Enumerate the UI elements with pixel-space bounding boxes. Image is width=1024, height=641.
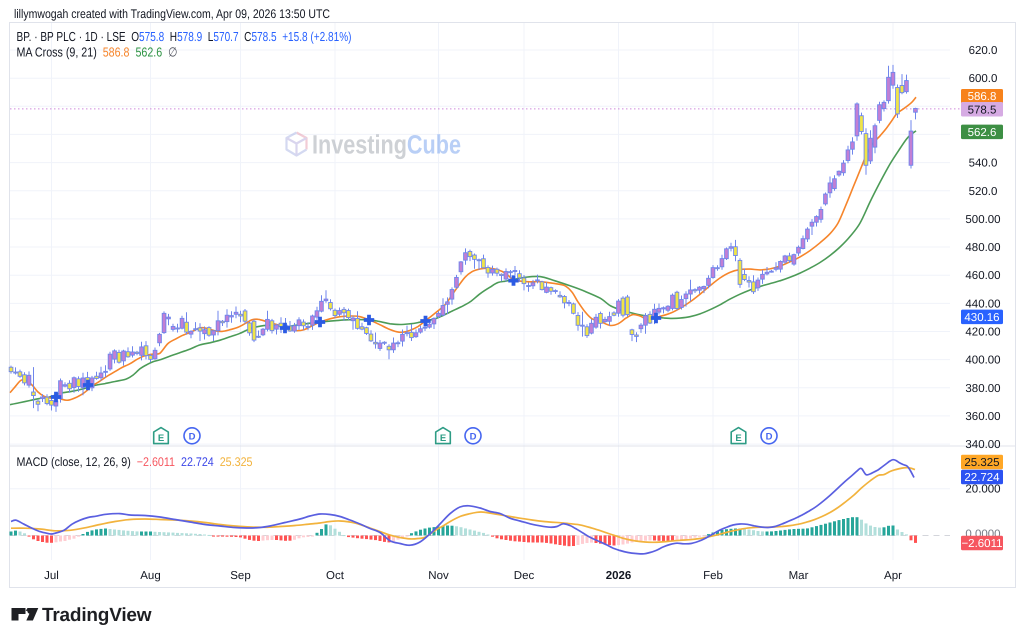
svg-text:InvestingCube: InvestingCube: [312, 130, 461, 160]
svg-text:340.00: 340.00: [965, 439, 1000, 451]
svg-text:586.8: 586.8: [968, 91, 997, 103]
svg-text:430.16: 430.16: [964, 312, 999, 324]
svg-text:520.0: 520.0: [969, 186, 998, 198]
svg-text:D: D: [470, 432, 477, 443]
svg-text:TradingView: TradingView: [42, 605, 152, 626]
svg-text:Oct: Oct: [326, 570, 345, 582]
svg-text:25.325: 25.325: [964, 457, 999, 469]
svg-text:Aug: Aug: [140, 570, 160, 582]
svg-text:BP. · BP PLC · 1D · LSE O575.: BP. · BP PLC · 1D · LSE O575.8 H578.9 L5…: [17, 29, 352, 44]
svg-text:E: E: [735, 433, 741, 444]
svg-text:E: E: [158, 433, 164, 444]
svg-text:500.00: 500.00: [965, 214, 1000, 226]
svg-text:620.0: 620.0: [969, 45, 998, 57]
svg-text:Apr: Apr: [884, 570, 902, 582]
svg-text:Dec: Dec: [514, 570, 535, 582]
svg-text:MA Cross (9, 21) 586.8 562.6: MA Cross (9, 21) 586.8 562.6 ∅: [17, 45, 178, 60]
svg-text:Sep: Sep: [230, 570, 250, 582]
svg-text:578.5: 578.5: [968, 104, 997, 116]
svg-text:D: D: [766, 432, 773, 443]
svg-text:−2.6011: −2.6011: [961, 538, 1002, 550]
svg-text:360.00: 360.00: [965, 411, 1000, 423]
svg-text:540.0: 540.0: [969, 158, 998, 170]
svg-text:600.0: 600.0: [969, 73, 998, 85]
svg-text:400.00: 400.00: [965, 355, 1000, 367]
svg-text:22.724: 22.724: [964, 472, 1000, 484]
svg-text:D: D: [189, 432, 196, 443]
svg-text:440.00: 440.00: [965, 298, 1000, 310]
svg-text:Jul: Jul: [44, 570, 59, 582]
svg-text:480.00: 480.00: [965, 242, 1000, 254]
svg-text:380.00: 380.00: [965, 383, 1000, 395]
svg-text:460.00: 460.00: [965, 270, 1000, 282]
svg-text:Mar: Mar: [789, 570, 809, 582]
svg-text:Nov: Nov: [428, 570, 449, 582]
svg-text:Feb: Feb: [703, 570, 723, 582]
svg-text:420.00: 420.00: [965, 327, 1000, 339]
svg-text:MACD (close, 12, 26, 9) −2.60: MACD (close, 12, 26, 9) −2.6011 22.724 2…: [17, 455, 253, 469]
svg-text:E: E: [440, 433, 446, 444]
svg-text:2026: 2026: [606, 570, 632, 582]
svg-text:lillymwogah created with Tradi: lillymwogah created with TradingView.com…: [14, 7, 330, 21]
svg-text:562.6: 562.6: [968, 127, 997, 139]
svg-text:20.000: 20.000: [965, 484, 1000, 496]
